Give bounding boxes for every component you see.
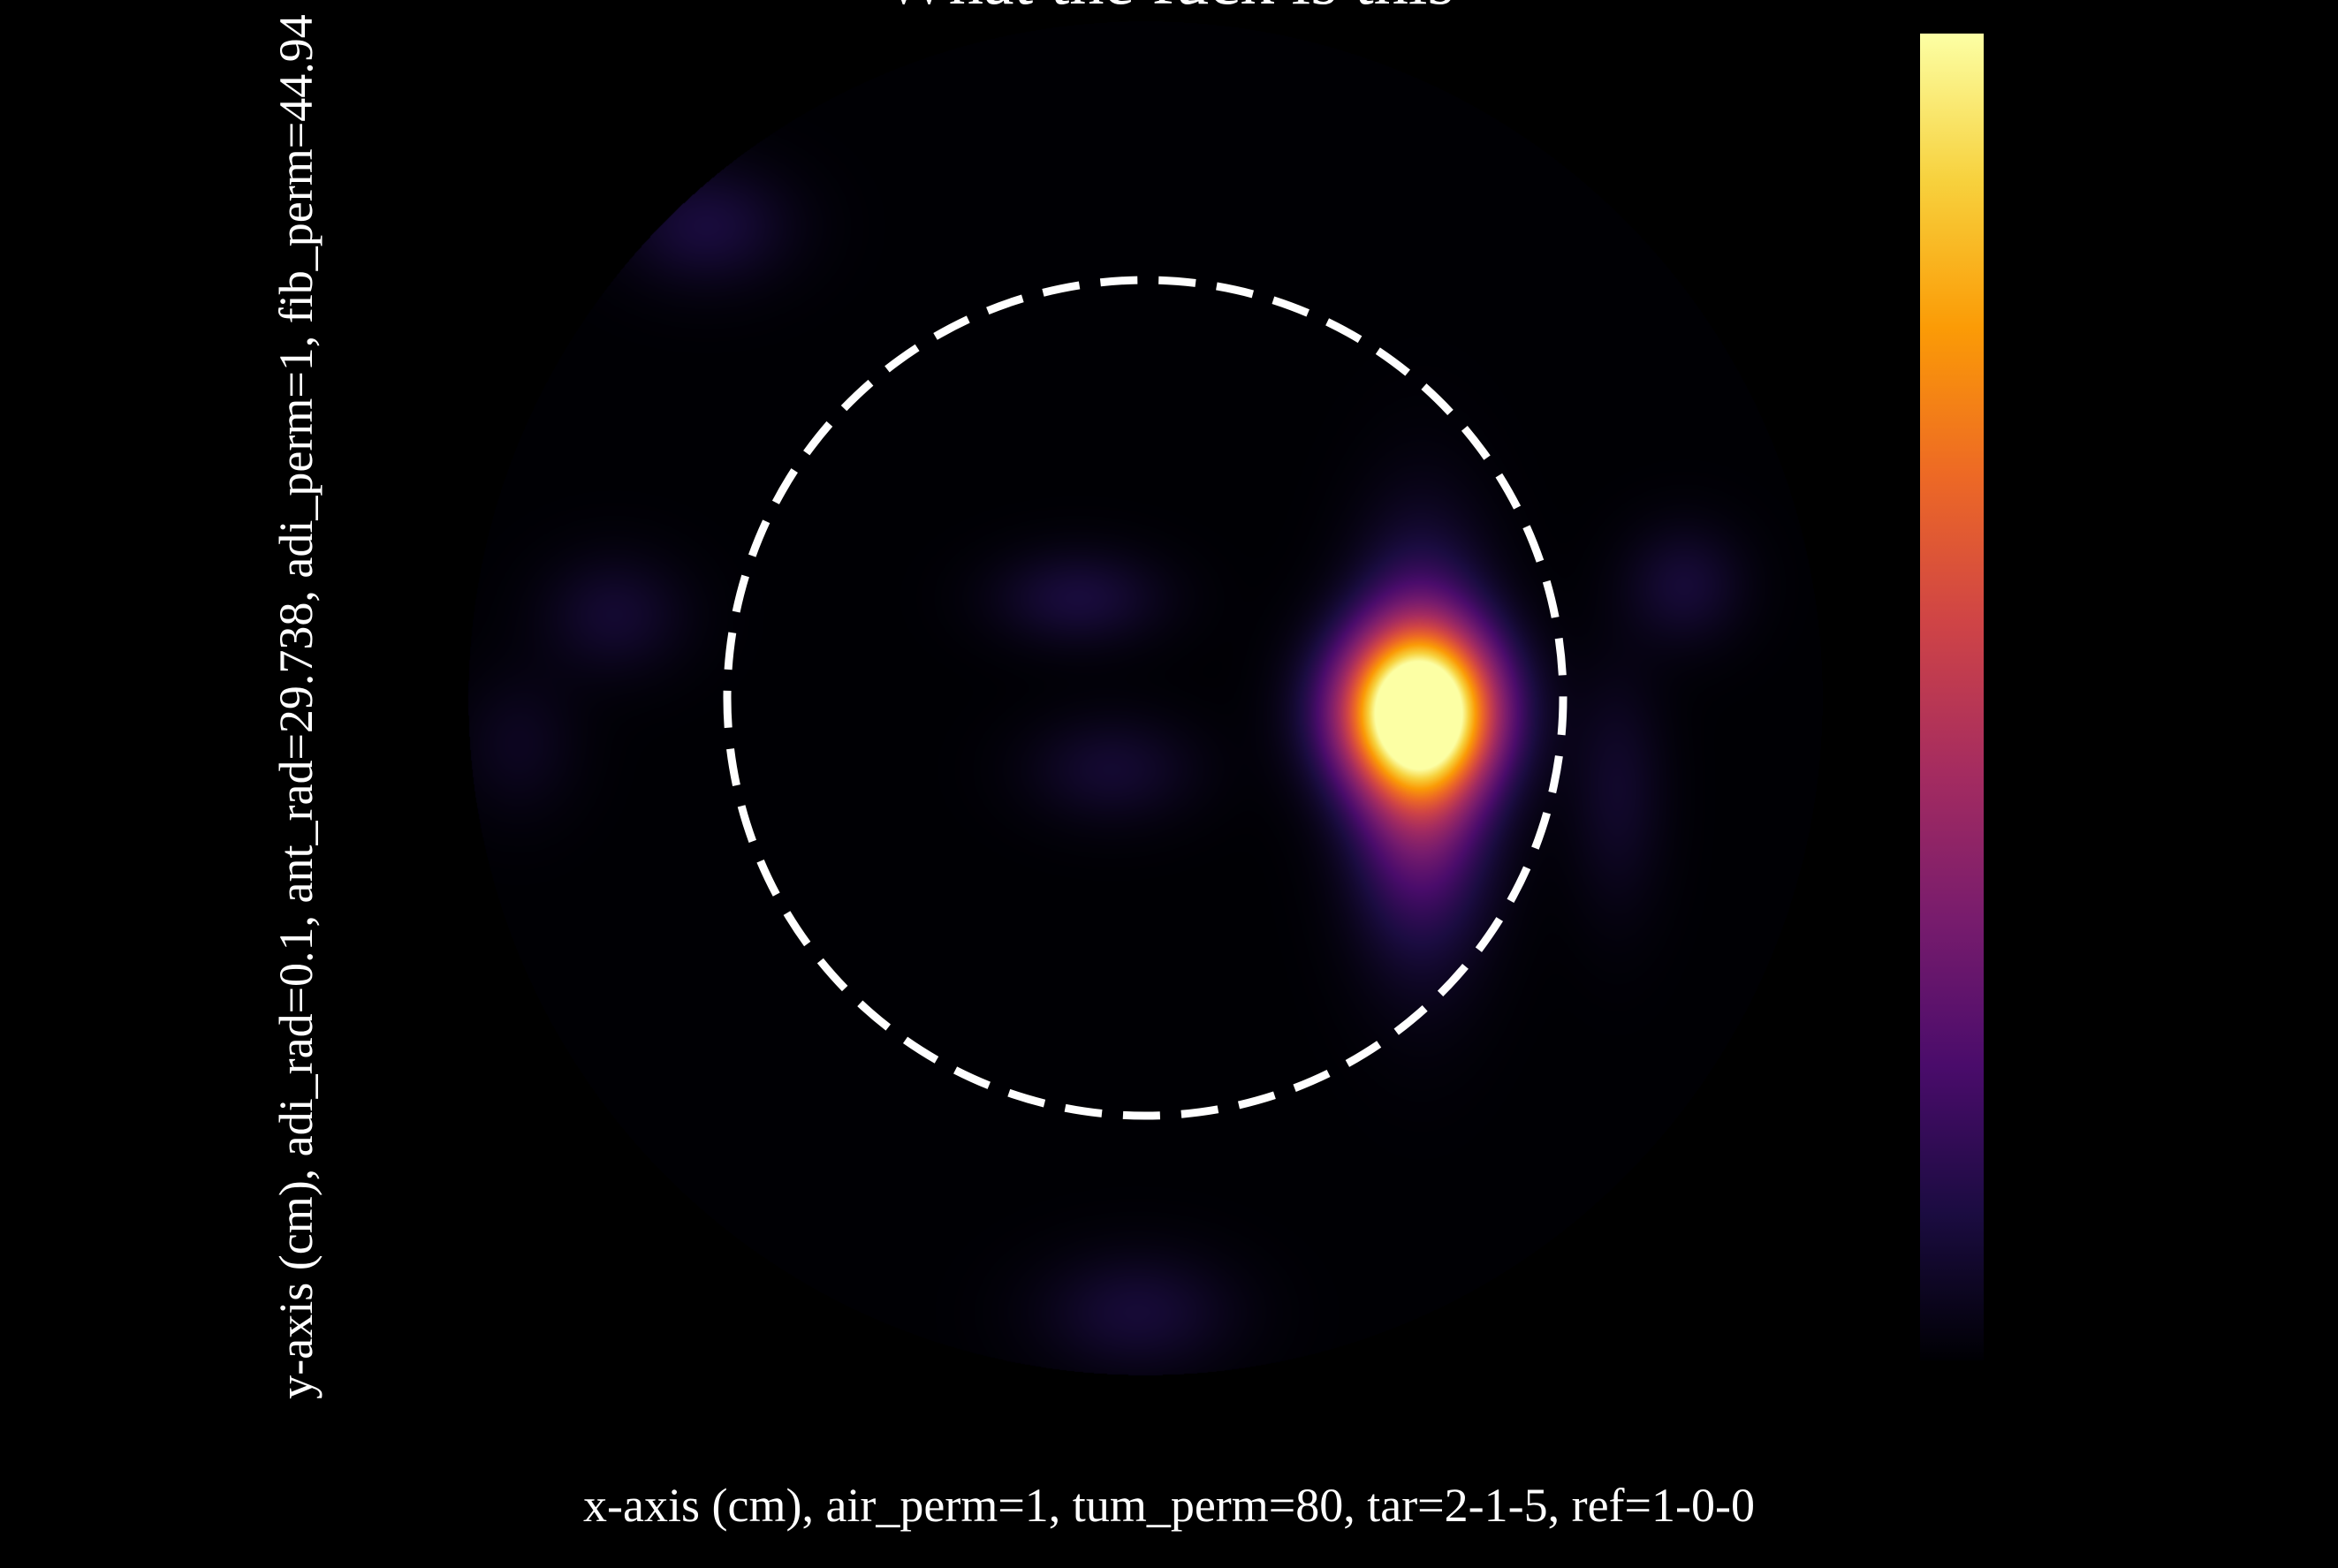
colorbar (1920, 34, 1984, 1360)
y-axis-label: y-axis (cm), adi_rad=0.1, ant_rad=29.738… (269, 14, 323, 1399)
heatmap-layer (459, 11, 1832, 1384)
x-axis-label: x-axis (cm), air_perm=1, tum_perm=80, ta… (583, 1479, 1755, 1532)
heatmap-image (459, 11, 1832, 1384)
reference-dashed-circle (723, 276, 1568, 1120)
